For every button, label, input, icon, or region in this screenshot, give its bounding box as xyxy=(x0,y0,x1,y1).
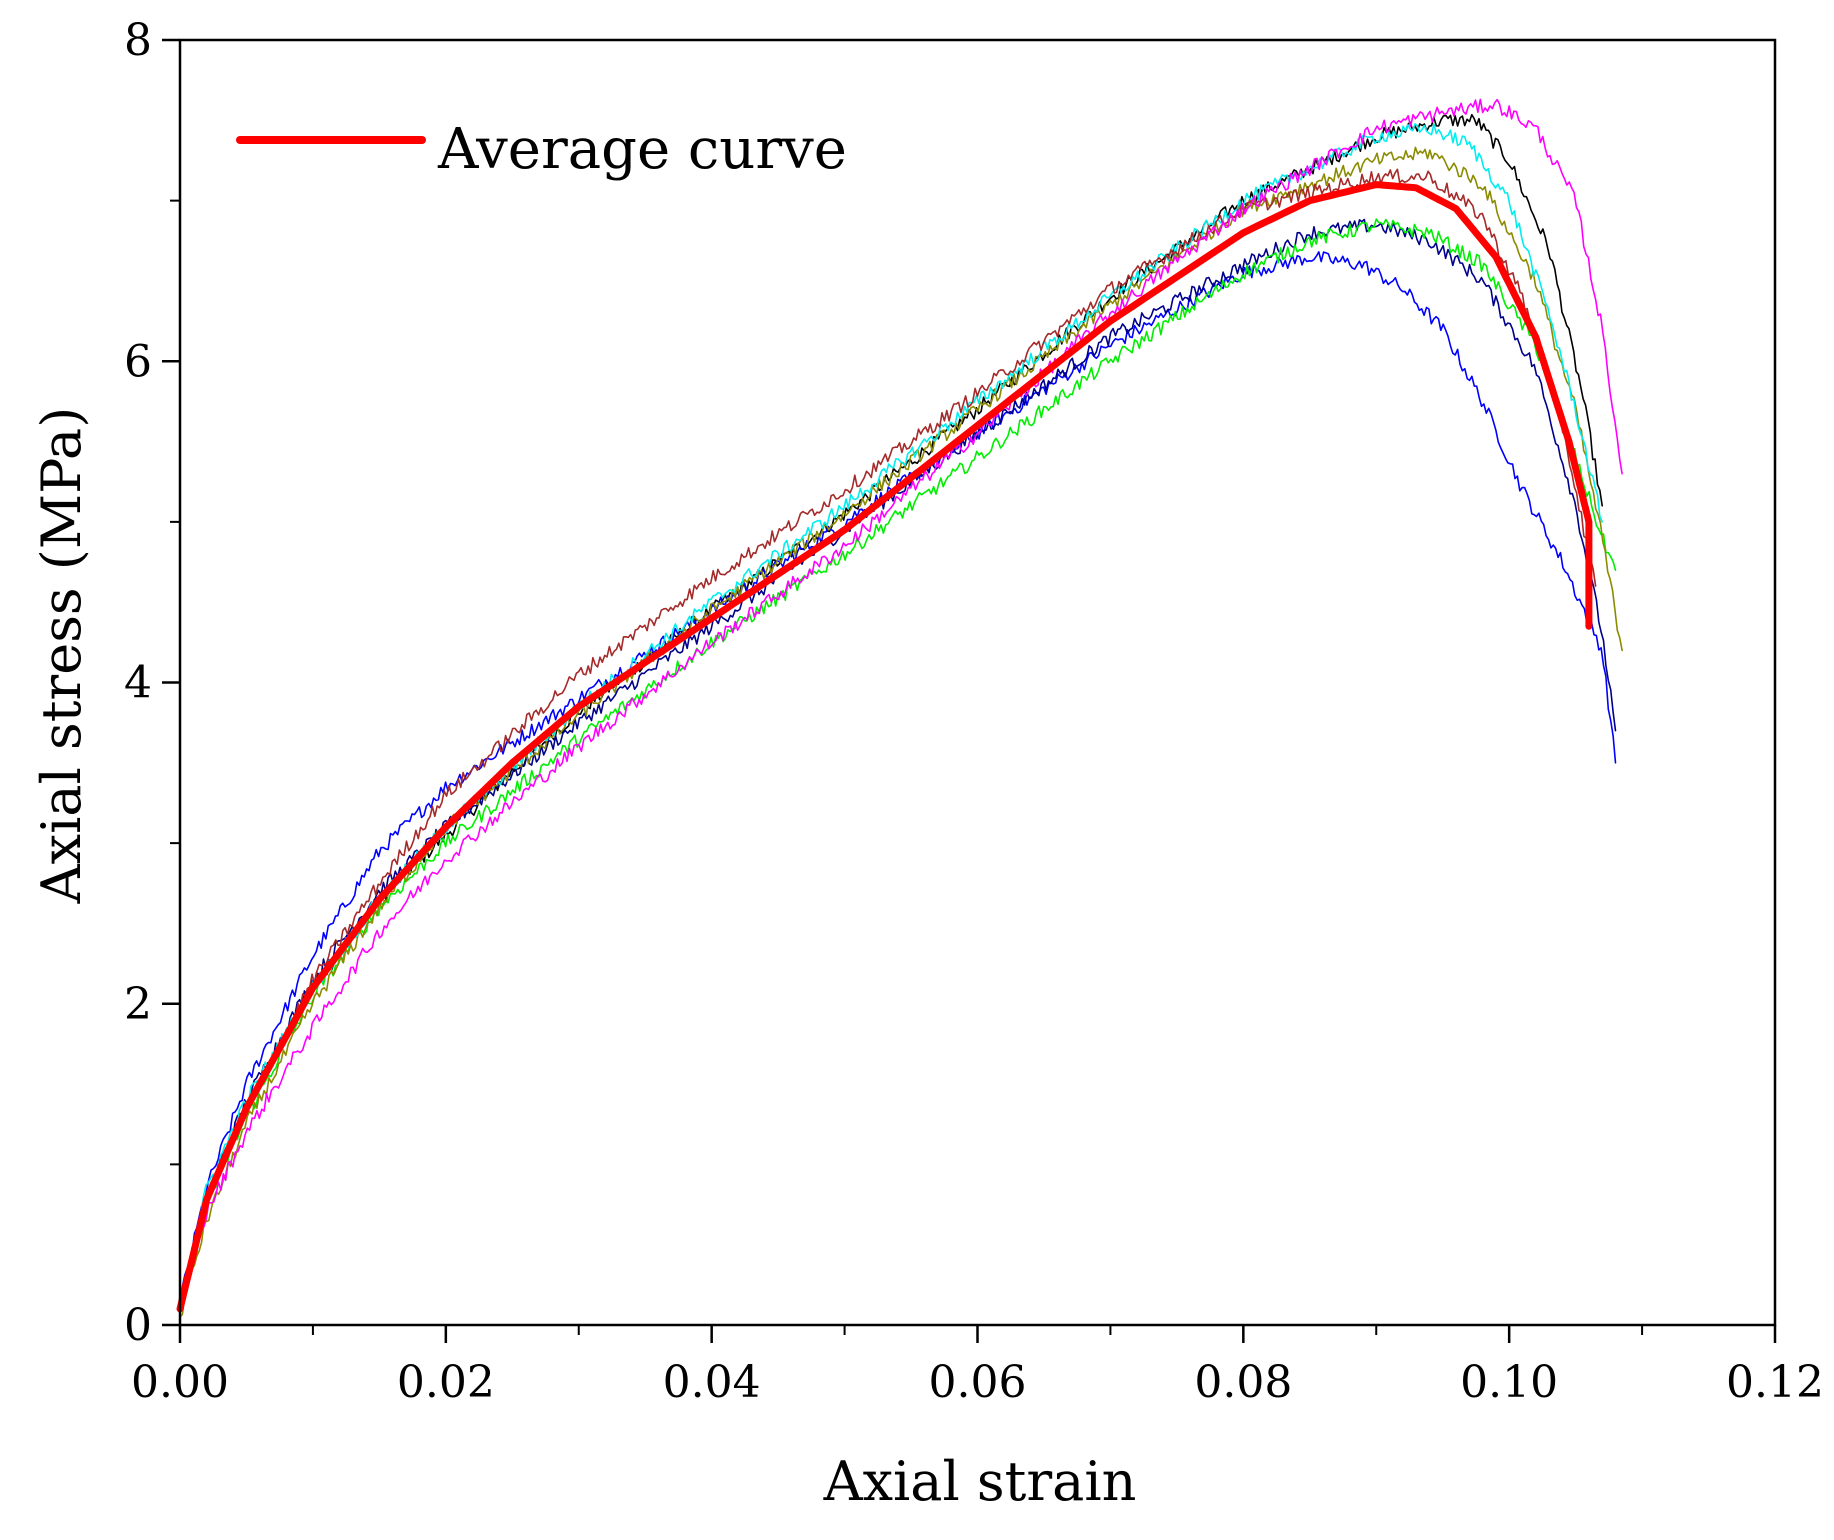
x-tick-label: 0.12 xyxy=(1726,1357,1824,1408)
series-line-specimen-navy xyxy=(179,218,1617,1302)
x-tick-label: 0.10 xyxy=(1460,1357,1558,1408)
y-tick-label: 6 xyxy=(124,336,152,387)
y-tick-label: 2 xyxy=(124,979,152,1030)
x-tick-label: 0.04 xyxy=(663,1357,761,1408)
x-tick-label: 0.00 xyxy=(131,1357,229,1408)
series-line-specimen-cyan xyxy=(179,123,1603,1310)
y-tick-label: 8 xyxy=(124,15,152,66)
x-axis-title: Axial strain xyxy=(823,1450,1137,1513)
series-line-specimen-green xyxy=(179,218,1617,1310)
y-axis-ticks: 0 2 4 6 8 xyxy=(124,15,180,1351)
axis-layer xyxy=(178,38,1777,1327)
y-tick-label: 4 xyxy=(124,658,152,709)
series-layer xyxy=(176,98,1623,1318)
plot-frame xyxy=(178,38,1777,1327)
series-line-average-curve xyxy=(176,181,1593,1313)
legend-label-average-curve: Average curve xyxy=(437,117,847,182)
series-line-specimen-black xyxy=(179,113,1603,1310)
y-axis-title: Axial stress (MPa) xyxy=(30,407,93,905)
x-axis-ticks: 0.00 0.02 0.04 0.06 0.08 0.10 0.12 xyxy=(131,1325,1824,1408)
series-line-specimen-magenta xyxy=(179,98,1623,1310)
x-tick-label: 0.02 xyxy=(397,1357,495,1408)
series-line-specimen-brown xyxy=(179,168,1597,1310)
x-tick-label: 0.06 xyxy=(929,1357,1027,1408)
legend: Average curve xyxy=(236,117,847,182)
series-line-specimen-blue xyxy=(179,251,1617,1302)
series-line-specimen-olive xyxy=(179,146,1623,1318)
x-tick-label: 0.08 xyxy=(1194,1357,1292,1408)
y-tick-label: 0 xyxy=(124,1300,152,1351)
